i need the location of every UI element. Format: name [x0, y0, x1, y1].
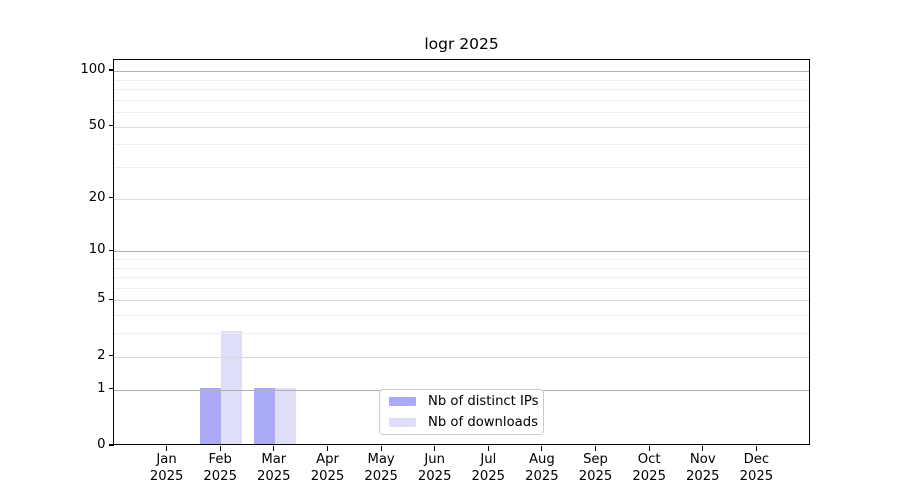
x-tick-year: 2025: [417, 468, 452, 484]
x-tick-month: Nov: [689, 452, 716, 467]
x-tick-label-mar: Mar 2025: [232, 452, 316, 485]
x-tick-month: Mar: [261, 452, 287, 467]
bar-ips-feb: [200, 387, 222, 444]
minor-gridline-9: [114, 258, 809, 260]
minor-gridline-8: [114, 267, 809, 269]
x-tick-month: May: [367, 452, 395, 467]
x-tick-label-dec: Dec 2025: [714, 452, 798, 485]
y-tick-label-50: 50: [88, 117, 106, 133]
plot-area: Nb of distinct IPs Nb of downloads: [113, 59, 810, 445]
legend-label: Nb of distinct IPs: [428, 394, 539, 409]
x-tick-year: 2025: [686, 468, 720, 484]
bar-downloads-feb: [221, 331, 243, 444]
x-tick-year: 2025: [149, 468, 184, 484]
y-tick-label-2: 2: [97, 347, 106, 363]
legend: Nb of distinct IPs Nb of downloads: [379, 389, 544, 435]
y-tick-mark-0: [108, 444, 114, 446]
x-tick-year: 2025: [578, 468, 613, 484]
y-tick-label-5: 5: [97, 291, 106, 307]
x-tick-month: Oct: [637, 452, 661, 467]
y-tick-label-0: 0: [97, 437, 106, 452]
minor-gridline-7: [114, 277, 809, 278]
y-tick-mark-50: [108, 124, 114, 127]
y-tick-mark-10: [108, 249, 114, 251]
x-tick-label-nov: Nov 2025: [661, 452, 745, 485]
y-tick-label-10: 10: [88, 242, 106, 258]
y-tick-mark-1: [108, 388, 114, 390]
mid-gridline-5: [114, 300, 809, 302]
x-tick-mark-jan: [166, 446, 168, 451]
legend-swatch-icon: [389, 396, 416, 407]
y-tick-label-1: 1: [97, 380, 106, 396]
x-tick-year: 2025: [525, 468, 559, 484]
x-tick-month: Jun: [424, 452, 445, 467]
x-tick-month: Apr: [316, 452, 339, 467]
minor-gridline-70: [114, 99, 809, 101]
minor-gridline-30: [114, 167, 809, 168]
x-tick-year: 2025: [203, 468, 237, 484]
minor-gridline-6: [114, 287, 809, 289]
x-tick-label-jul: Jul 2025: [446, 452, 530, 485]
y-tick-mark-2: [108, 355, 114, 357]
x-tick-month: Jul: [480, 452, 497, 467]
major-gridline-10: [114, 251, 809, 253]
x-tick-year: 2025: [364, 468, 398, 484]
y-tick-mark-20: [108, 197, 114, 199]
y-tick-mark-5: [108, 298, 114, 300]
x-tick-year: 2025: [471, 468, 506, 484]
minor-gridline-60: [114, 112, 809, 113]
minor-gridline-3: [114, 333, 809, 335]
x-tick-mark-may: [380, 446, 382, 451]
y-tick-label-20: 20: [88, 189, 106, 205]
x-tick-label-aug: Aug 2025: [500, 452, 584, 485]
x-tick-year: 2025: [739, 468, 774, 484]
x-tick-label-feb: Feb 2025: [178, 452, 262, 485]
minor-gridline-40: [114, 144, 809, 146]
legend-item-distinct-ips: Nb of distinct IPs: [389, 393, 539, 410]
x-tick-label-sep: Sep 2025: [554, 452, 638, 485]
x-tick-label-may: May 2025: [339, 452, 423, 485]
x-tick-year: 2025: [632, 468, 666, 484]
x-tick-mark-dec: [755, 446, 757, 451]
x-tick-mark-sep: [594, 446, 597, 451]
mid-gridline-50: [114, 126, 809, 128]
x-tick-mark-mar: [273, 446, 275, 451]
mid-gridline-20: [114, 198, 809, 200]
x-tick-month: Jan: [156, 452, 177, 467]
x-tick-month: Aug: [529, 452, 555, 467]
chart-title: logr 2025: [424, 35, 499, 53]
x-tick-mark-aug: [541, 446, 543, 451]
x-tick-year: 2025: [310, 468, 345, 484]
x-tick-mark-apr: [326, 446, 329, 451]
x-tick-month: Sep: [583, 452, 608, 467]
x-tick-mark-jul: [487, 446, 489, 451]
minor-gridline-90: [114, 79, 809, 81]
x-tick-label-jun: Jun 2025: [393, 452, 477, 485]
bar-ips-mar: [253, 387, 275, 444]
x-tick-mark-feb: [219, 446, 221, 451]
mid-gridline-2: [114, 356, 809, 358]
major-gridline-100: [114, 71, 809, 72]
y-tick-label-100: 100: [80, 62, 106, 77]
x-tick-label-apr: Apr 2025: [286, 452, 370, 485]
x-tick-label-jan: Jan 2025: [125, 452, 209, 485]
minor-gridline-80: [114, 89, 809, 90]
x-tick-mark-jun: [434, 446, 436, 451]
x-tick-mark-oct: [648, 446, 650, 451]
legend-label: Nb of downloads: [428, 415, 538, 430]
legend-swatch-icon: [389, 417, 416, 428]
x-tick-month: Dec: [743, 452, 770, 467]
x-tick-mark-nov: [702, 446, 704, 451]
bar-downloads-mar: [274, 387, 296, 444]
minor-gridline-4: [114, 315, 809, 317]
x-tick-year: 2025: [257, 468, 291, 484]
legend-item-downloads: Nb of downloads: [389, 414, 538, 431]
x-tick-label-oct: Oct 2025: [607, 452, 691, 485]
y-tick-mark-100: [108, 69, 114, 71]
x-tick-month: Feb: [208, 452, 232, 467]
